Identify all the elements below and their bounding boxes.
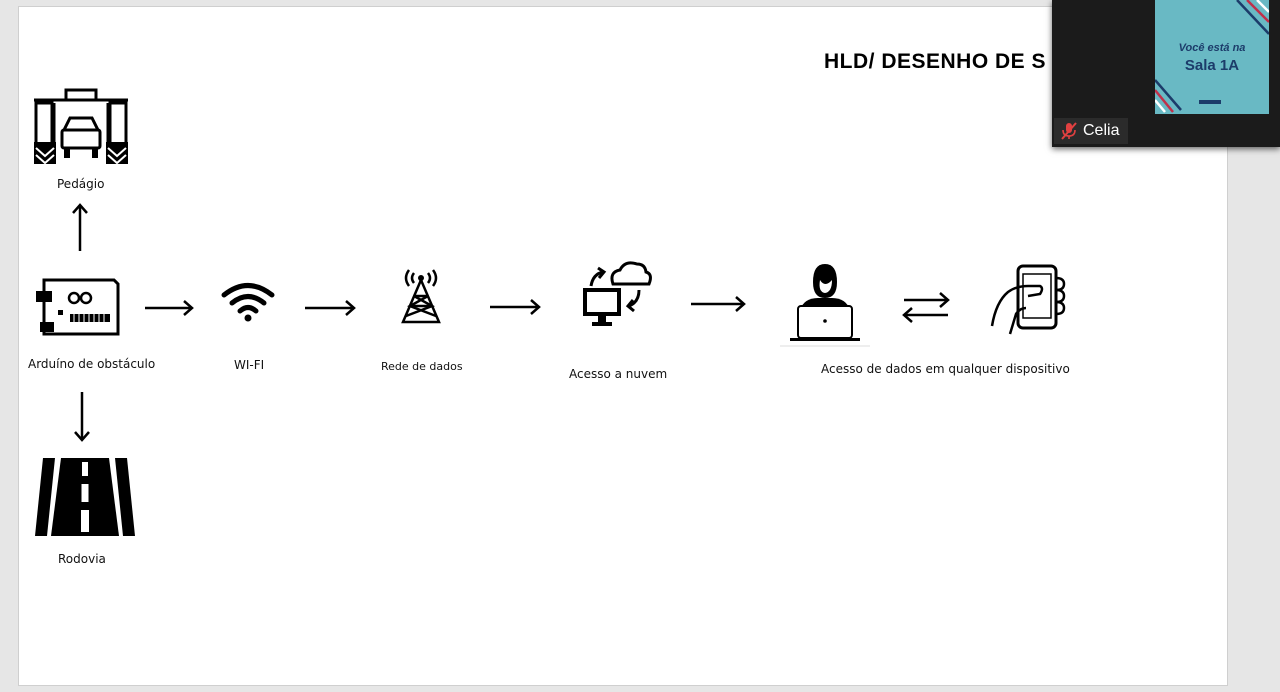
highway-label: Rodovia (58, 552, 106, 566)
network-label: Rede de dados (381, 360, 463, 373)
person-laptop-icon (780, 264, 870, 347)
video-call-panel[interactable]: Você está na Sala 1A Celia (1052, 0, 1280, 147)
arduino-label: Arduíno de obstáculo (28, 357, 156, 371)
arrow-right-icon (305, 300, 356, 316)
arduino-board-icon (36, 278, 120, 336)
participant-name-bar: Celia (1054, 118, 1128, 144)
highway-road-icon (35, 458, 135, 536)
wifi-label: WI-FI (234, 358, 265, 372)
arrow-up-icon (72, 203, 88, 251)
wifi-icon (221, 283, 275, 322)
cell-tower-icon (401, 269, 441, 324)
hand-phone-icon (990, 264, 1066, 335)
decorative-stripes-icon (1155, 0, 1269, 113)
participant-video-thumbnail: Você está na Sala 1A (1155, 0, 1269, 114)
cloud-label: Acesso a nuvem (569, 367, 668, 381)
bidirectional-arrow-icon (902, 292, 950, 323)
brand-logo (1199, 100, 1221, 104)
thumbnail-caption: Você está na (1178, 42, 1246, 54)
cloud-sync-icon (583, 261, 652, 326)
toll-label: Pedágio (57, 177, 105, 191)
participant-name: Celia (1083, 122, 1120, 139)
slide-title: HLD/ DESENHO DE S (824, 50, 1047, 73)
thumbnail-room-name: Sala 1A (1184, 57, 1240, 74)
arrow-down-icon (74, 392, 90, 442)
arrow-right-icon (490, 299, 541, 315)
arrow-right-icon (145, 300, 194, 316)
device-access-label: Acesso de dados em qualquer dispositivo (821, 362, 1070, 376)
toll-booth-icon (34, 88, 128, 165)
presentation-slide: HLD/ DESENHO DE S (18, 6, 1228, 686)
window-background-strip (1230, 150, 1252, 692)
muted-mic-icon (1061, 122, 1077, 140)
arrow-right-icon (691, 296, 746, 312)
